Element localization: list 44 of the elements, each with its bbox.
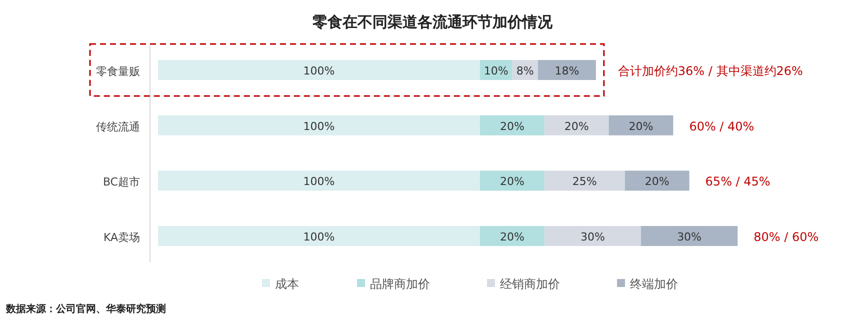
data-label: 20% [628, 120, 654, 133]
legend-label: 成本 [275, 277, 299, 291]
y-tick-label: 零食量贩 [96, 65, 140, 78]
legend-label: 品牌商加价 [370, 277, 430, 291]
annotation: 合计加价约36% / 其中渠道约26% [618, 64, 803, 78]
data-label: 18% [554, 64, 580, 78]
bar [158, 115, 480, 136]
bar [158, 170, 480, 191]
data-label: 10% [484, 64, 508, 78]
data-label: 100% [303, 64, 335, 78]
y-tick-label: BC超市 [102, 176, 140, 189]
data-label: 20% [500, 120, 524, 133]
legend-label: 终端加价 [630, 277, 678, 291]
bar [480, 226, 544, 246]
bar [538, 60, 596, 80]
data-label: 100% [303, 120, 335, 133]
bar [544, 115, 609, 136]
data-label: 20% [564, 120, 589, 133]
bar [544, 226, 641, 246]
bar [624, 170, 690, 191]
bar [480, 170, 544, 191]
data-label: 20% [500, 230, 524, 244]
annotation: 60% / 40% [689, 119, 754, 134]
bar [544, 170, 625, 191]
legend-label: 经销商加价 [500, 277, 560, 291]
bar [158, 226, 480, 246]
bar [608, 115, 674, 136]
y-tick-label: KA卖场 [103, 231, 140, 244]
bar [480, 115, 544, 136]
y-tick-label: 传统流通 [96, 120, 140, 134]
bar [641, 226, 738, 246]
data-label: 8% [516, 64, 534, 78]
source-note: 数据来源：公司官网、华泰研究预测 [5, 303, 166, 315]
annotation: 65% / 45% [705, 174, 770, 189]
data-label: 100% [303, 230, 335, 244]
bar [158, 60, 480, 80]
chart-title: 零食在不同渠道各流通环节加价情况 [312, 13, 554, 31]
data-label: 30% [580, 230, 605, 244]
data-label: 25% [572, 175, 597, 188]
data-label: 30% [677, 230, 702, 244]
text: 80% / 60% [754, 230, 819, 244]
data-label: 100% [303, 175, 335, 188]
data-label: 20% [500, 175, 524, 188]
data-label: 20% [644, 175, 670, 188]
